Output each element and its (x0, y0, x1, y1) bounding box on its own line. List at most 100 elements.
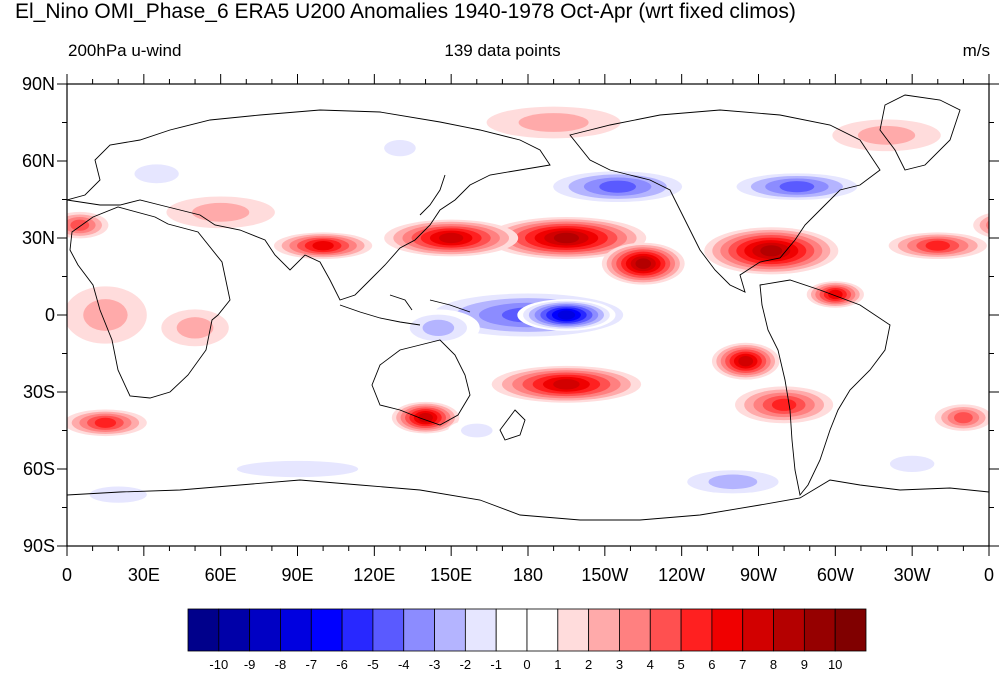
anomaly-contour (83, 299, 128, 331)
colorbar-label: -3 (429, 657, 441, 672)
anomaly-contour (70, 219, 90, 231)
anomaly-contour (418, 412, 433, 423)
lon-tick-label: 180 (513, 565, 543, 585)
anomaly-contour (889, 455, 935, 472)
anomaly-contour (312, 240, 334, 251)
anomaly-contour (635, 258, 652, 269)
colorbar-swatch (310, 608, 343, 652)
lat-tick-label: 30S (23, 382, 55, 402)
colorbar-swatch (619, 608, 651, 652)
anomaly-contour (236, 460, 359, 478)
colorbar-label: 7 (739, 657, 746, 672)
colorbar-swatch (495, 608, 528, 652)
colorbar-swatch (680, 608, 713, 652)
colorbar-swatch (526, 608, 559, 652)
anomaly-contour (779, 181, 815, 193)
coast-south-america (759, 279, 891, 497)
anomaly-contour (176, 317, 214, 339)
lon-tick-label: 120E (353, 565, 395, 585)
lon-tick-label: 30E (128, 565, 160, 585)
anomaly-contour (771, 398, 797, 411)
coast-eurasia (67, 109, 551, 301)
units-label: m/s (962, 41, 990, 60)
anomaly-contour (857, 125, 916, 145)
coastlines (67, 94, 989, 521)
anomaly-contour (986, 220, 989, 230)
map-title: El_Nino OMI_Phase_6 ERA5 U200 Anomalies … (15, 0, 796, 23)
colorbar-swatch (403, 608, 435, 652)
lat-tick-label: 60N (22, 151, 55, 171)
lon-tick-label: 60E (205, 565, 237, 585)
lon-tick-label: 30W (894, 565, 931, 585)
colorbar-swatch (803, 608, 836, 652)
lon-tick-label: 60W (817, 565, 854, 585)
lat-tick-label: 90S (23, 536, 55, 556)
colorbar-swatch (434, 608, 466, 652)
anomaly-contour (708, 474, 758, 490)
colorbar-label: -1 (490, 657, 502, 672)
colorbar-swatch (773, 608, 805, 652)
anomaly-contour (553, 379, 580, 390)
colorbar-swatch (834, 608, 867, 652)
colorbar: -10 -9 -8 -7 -6 -5 -4 -3 -2 -1 0 1 2 3 4 5 6 7 8 9 10 (187, 608, 867, 672)
anomaly-contour (134, 164, 179, 184)
coast-north-america (569, 109, 881, 293)
colorbar-label: 9 (801, 657, 808, 672)
anomaly-contour (979, 216, 989, 234)
colorbar-label: -2 (460, 657, 472, 672)
colorbar-label: 6 (708, 657, 715, 672)
anomaly-contour (518, 113, 589, 132)
colorbar-label: 1 (554, 657, 561, 672)
colorbar-label: -10 (209, 657, 228, 672)
coast-japan (419, 174, 446, 216)
colorbar-swatch (588, 608, 620, 652)
anomaly-contour (992, 220, 1005, 231)
colorbar-label: -9 (244, 657, 256, 672)
data-points-label: 139 data points (444, 41, 561, 60)
colorbar-label: 5 (677, 657, 684, 672)
colorbar-label: 8 (770, 657, 777, 672)
coast-new-zealand (499, 409, 526, 441)
colorbar-label: -7 (305, 657, 317, 672)
lon-tick-label: 120W (658, 565, 705, 585)
colorbar-label: 2 (585, 657, 592, 672)
colorbar-swatch (341, 608, 374, 652)
anomaly-contour (557, 310, 576, 320)
anomaly-contour (439, 232, 464, 244)
coast-indonesia (339, 294, 471, 326)
colorbar-label: 0 (523, 657, 530, 672)
lon-tick-label: 150W (581, 565, 628, 585)
colorbar-swatch (557, 608, 590, 652)
colorbar-swatch (218, 608, 251, 652)
anomaly-contour (599, 180, 637, 193)
colorbar-label: -6 (336, 657, 348, 672)
colorbar-label: 4 (647, 657, 654, 672)
latitude-axis: 90N 60N 30N 0 30S 60S 90S (22, 74, 999, 556)
variable-label: 200hPa u-wind (68, 41, 182, 60)
colorbar-swatch (711, 608, 744, 652)
anomaly-contour (553, 232, 580, 244)
lon-tick-label: 0 (984, 565, 994, 585)
anomaly-contour (738, 356, 754, 367)
colorbar-swatch (464, 608, 497, 652)
colorbar-label: -8 (275, 657, 287, 672)
colorbar-swatch (372, 608, 405, 652)
anomaly-contour (89, 486, 147, 503)
coast-greenland (879, 94, 961, 171)
colorbar-label: 10 (828, 657, 842, 672)
anomaly-field (67, 106, 1005, 508)
anomaly-contour (460, 423, 493, 438)
colorbar-swatch (187, 608, 220, 652)
lat-tick-label: 60S (23, 459, 55, 479)
anomaly-contour (925, 240, 950, 251)
lat-tick-label: 30N (22, 228, 55, 248)
lat-tick-label: 0 (45, 305, 55, 325)
lon-tick-label: 90E (281, 565, 313, 585)
coast-africa (69, 206, 231, 399)
coast-antarctica (67, 479, 989, 521)
anomaly-contour (192, 202, 250, 222)
lon-tick-label: 90W (740, 565, 777, 585)
colorbar-swatch (649, 608, 682, 652)
lon-tick-label: 0 (62, 565, 72, 585)
anomaly-contour (422, 319, 455, 336)
